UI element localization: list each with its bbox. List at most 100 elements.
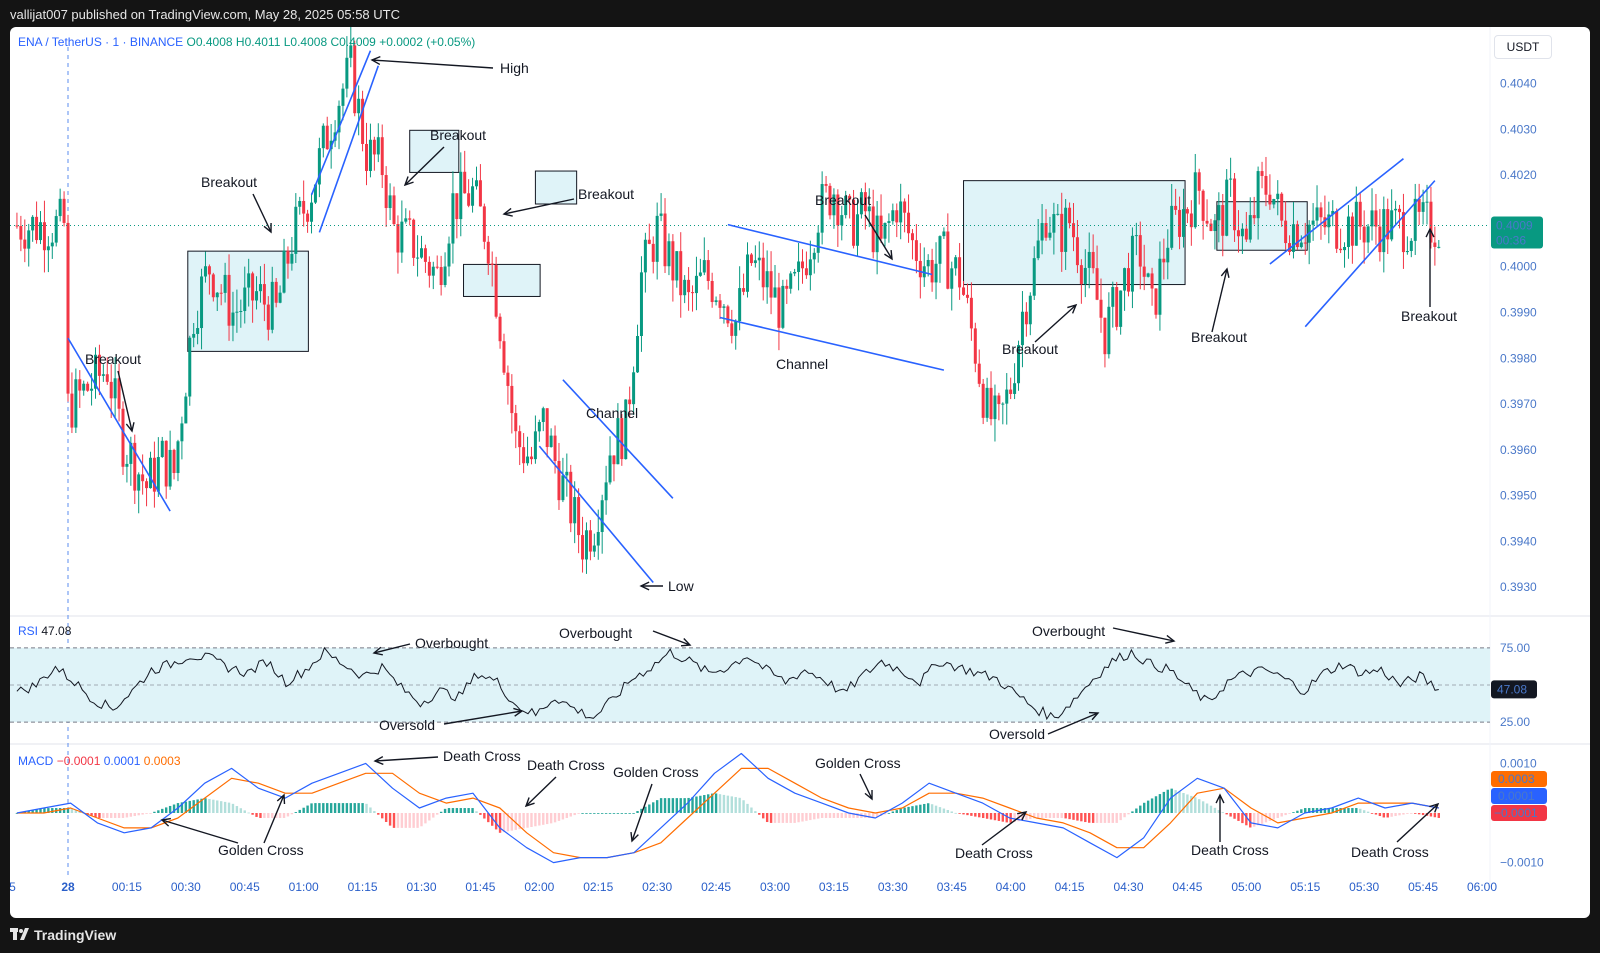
candle-body [910, 233, 914, 241]
macd-histogram-bar [600, 813, 604, 814]
annotation-arrow [524, 797, 535, 808]
chart-frame[interactable]: 0.40400.40300.40200.40100.40000.39900.39… [10, 27, 1590, 918]
candle-body [1044, 223, 1048, 238]
macd-histogram-bar [341, 803, 345, 813]
macd-histogram-bar [1107, 813, 1111, 823]
candle-body [455, 193, 459, 220]
candle-body [1350, 216, 1354, 246]
chart-canvas[interactable]: 0.40400.40300.40200.40100.40000.39900.39… [10, 27, 1590, 918]
candle-body [977, 363, 981, 384]
macd-histogram-bar [1033, 813, 1036, 819]
candle-body [1323, 217, 1327, 228]
macd-histogram-bar [1382, 813, 1386, 818]
macd-histogram-bar [1131, 811, 1134, 813]
candle-body [1264, 175, 1268, 195]
candle-body [533, 431, 537, 460]
candle-body [270, 281, 274, 330]
candle-body [624, 399, 628, 460]
candle-body [1056, 213, 1060, 215]
candle-body [706, 260, 710, 281]
candle-body [443, 266, 447, 286]
macd-histogram-bar [789, 813, 792, 823]
macd-histogram-bar [196, 799, 199, 813]
candle-body [561, 475, 565, 501]
candle-body [934, 263, 938, 283]
candle-body [74, 379, 78, 428]
macd-signal-badge-label: 0.0003 [1498, 772, 1535, 786]
macd-histogram-bar [907, 806, 910, 813]
candle-body [1225, 179, 1229, 236]
candle-body [1095, 268, 1099, 300]
macd-histogram-bar [255, 813, 258, 817]
candle-body [1390, 210, 1394, 240]
trend-line [318, 65, 380, 233]
macd-histogram-bar [373, 811, 376, 813]
candle-body [243, 287, 247, 312]
macd-histogram-bar [184, 801, 188, 813]
candle-body [141, 474, 145, 482]
candle-body [404, 218, 408, 222]
price-axis-label: 0.4040 [1500, 77, 1537, 91]
macd-histogram-bar [699, 795, 702, 813]
macd-histogram-bar [1209, 805, 1213, 813]
macd-histogram-bar [714, 793, 718, 813]
candle-body [596, 531, 600, 546]
macd-histogram-bar [809, 813, 812, 821]
time-axis-label: 01:15 [348, 880, 378, 894]
annotation-death-cross: Death Cross [443, 748, 521, 764]
candle-body [883, 222, 887, 239]
macd-histogram-bar [502, 813, 506, 833]
macd-histogram-bar [263, 813, 266, 818]
macd-histogram-bar [1127, 813, 1130, 815]
trend-line [1304, 180, 1436, 328]
macd-histogram-bar [1351, 808, 1354, 813]
candle-body [522, 447, 526, 464]
macd-histogram-bar [577, 813, 580, 814]
macd-histogram-bar [326, 803, 329, 813]
macd-histogram-bar [164, 807, 168, 813]
macd-histogram-bar [259, 813, 262, 818]
macd-histogram-bar [911, 806, 914, 813]
candle-body [467, 193, 471, 206]
candle-body [855, 214, 859, 246]
macd-histogram-bar [200, 798, 203, 813]
candle-body [310, 202, 314, 222]
macd-name[interactable]: MACD [18, 754, 54, 768]
trend-line [538, 445, 654, 584]
candle-body [746, 254, 750, 292]
macd-histogram-bar [1249, 813, 1252, 828]
candle-body [1315, 207, 1319, 221]
candle-body [1091, 251, 1095, 269]
macd-histogram-bar [538, 813, 541, 826]
last-price-badge [1491, 216, 1543, 249]
symbol-name[interactable]: ENA / TetherUS · 1 · BINANCE [18, 35, 184, 49]
macd-histogram-bar [400, 813, 404, 828]
macd-histogram-bar [294, 812, 298, 813]
rsi-name[interactable]: RSI [18, 624, 39, 638]
macd-histogram-bar [981, 813, 985, 819]
candle-body [1087, 251, 1091, 268]
macd-histogram-bar [443, 808, 447, 813]
candle-body [895, 210, 899, 223]
candle-body [349, 45, 353, 58]
candle-body [1048, 232, 1052, 238]
annotation-arrow [1215, 793, 1225, 804]
macd-histogram-bar [950, 811, 953, 813]
macd-histogram-bar [337, 803, 341, 813]
candle-body [738, 288, 742, 322]
macd-histogram-bar [549, 813, 553, 824]
macd-histogram-bar [1362, 810, 1366, 813]
candle-body [1256, 171, 1260, 219]
candle-body [808, 259, 812, 276]
candle-body [1417, 198, 1421, 212]
candle-body [800, 261, 804, 269]
macd-histogram-bar [110, 813, 113, 818]
candle-body [188, 337, 192, 397]
macd-histogram-bar [899, 808, 902, 813]
currency-button[interactable]: USDT [1494, 35, 1552, 59]
candle-body [1130, 235, 1134, 292]
candle-body [891, 210, 895, 222]
macd-histogram-bar [141, 813, 144, 815]
macd-histogram-bar [161, 808, 164, 813]
candle-body [1429, 201, 1433, 243]
